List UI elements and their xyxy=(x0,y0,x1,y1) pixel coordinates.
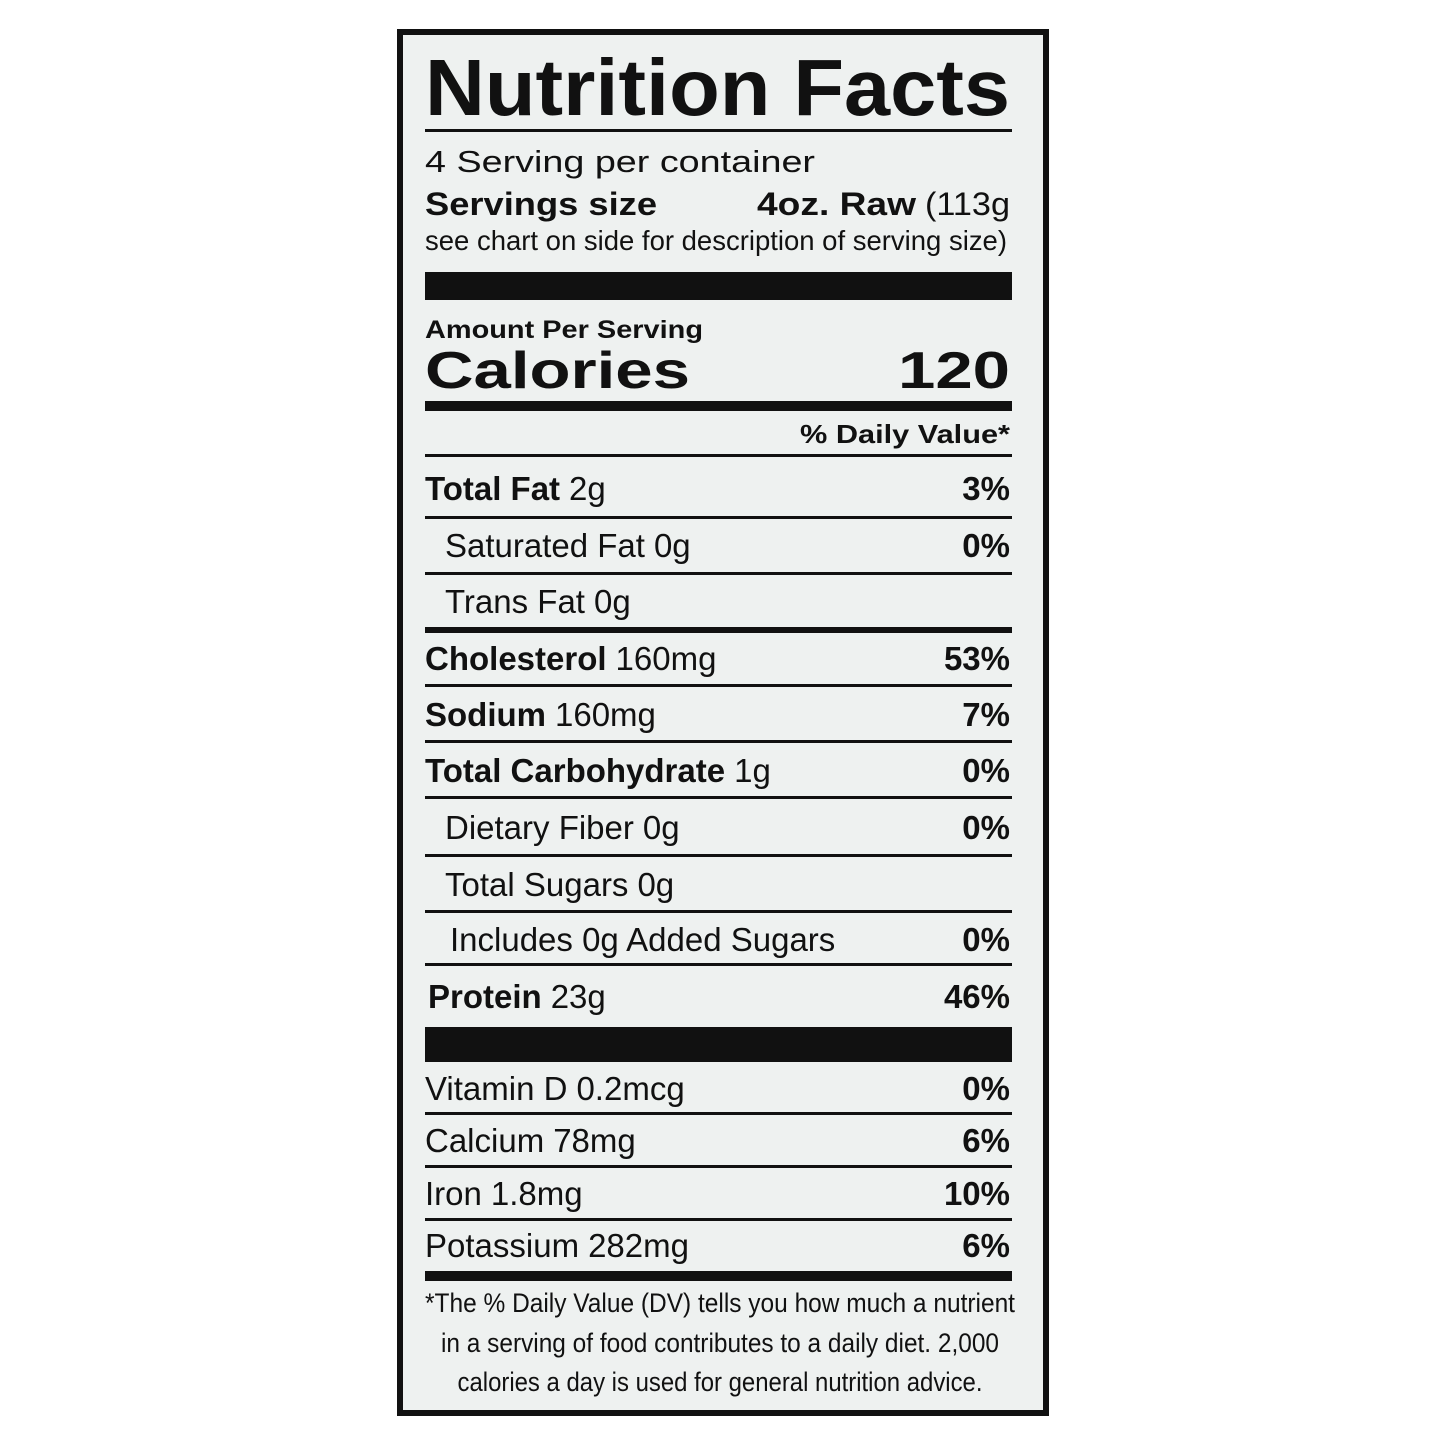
rule xyxy=(425,1165,1012,1168)
footnote-line: in a serving of food contributes to a da… xyxy=(441,1328,999,1358)
nutrient-name: Sodium xyxy=(425,696,546,733)
title: Nutrition Facts xyxy=(425,43,1010,132)
daily-value: 0% xyxy=(962,809,1010,846)
nutrient-row: Calcium 78mg xyxy=(425,1122,636,1159)
nutrient-row: Cholesterol 160mg xyxy=(425,640,716,677)
rule xyxy=(425,627,1012,633)
nutrient-amount: 0g xyxy=(594,583,631,620)
nutrient-amount: 1g xyxy=(734,752,771,789)
serving-note: see chart on side for description of ser… xyxy=(425,225,1007,256)
nutrient-row: Sodium 160mg xyxy=(425,696,656,733)
rule xyxy=(425,963,1012,966)
nutrient-name: Iron xyxy=(425,1175,482,1212)
nutrient-rows: Total Fat 2g 3%Saturated Fat 0g 0%Trans Fat 0… xyxy=(425,470,1012,1264)
daily-value: 53% xyxy=(944,640,1010,677)
serving-size-label: Servings size xyxy=(425,186,657,222)
nutrient-name: Total Carbohydrate xyxy=(425,752,725,789)
nutrient-amount: 0g xyxy=(637,866,674,903)
daily-value: 6% xyxy=(962,1122,1010,1159)
servings-per-container: 4 Serving per container xyxy=(425,144,815,179)
daily-value: 0% xyxy=(962,921,1010,958)
rule xyxy=(425,516,1012,519)
nutrient-name: Potassium xyxy=(425,1227,579,1264)
rule xyxy=(425,740,1012,743)
rule xyxy=(425,129,1012,132)
footnote-line: calories a day is used for general nutri… xyxy=(458,1367,983,1397)
daily-value: 7% xyxy=(962,696,1010,733)
thick-bar xyxy=(425,272,1012,300)
nutrient-amount: 1.8mg xyxy=(491,1175,583,1212)
nutrient-row: Dietary Fiber 0g xyxy=(445,809,680,846)
thick-bar xyxy=(425,1027,1012,1062)
thick-rule xyxy=(425,1271,1012,1281)
nutrient-row: Potassium 282mg xyxy=(425,1227,689,1264)
serving-size-grams: (113g xyxy=(925,186,1010,222)
rule xyxy=(425,1112,1012,1115)
nutrient-row: Vitamin D 0.2mcg xyxy=(425,1070,685,1107)
nutrient-row: Trans Fat 0g xyxy=(445,583,631,620)
rule xyxy=(425,572,1012,575)
nutrient-row: Saturated Fat 0g xyxy=(445,527,691,564)
nutrient-amount: 78mg xyxy=(553,1122,636,1159)
nutrient-amount: 0g xyxy=(643,809,680,846)
daily-value: 0% xyxy=(962,1070,1010,1107)
nutrient-name: Protein xyxy=(428,978,542,1015)
nutrient-row: Protein 23g xyxy=(428,978,606,1015)
rule xyxy=(425,684,1012,687)
daily-value: 46% xyxy=(944,978,1010,1015)
nutrient-amount: 160mg xyxy=(616,640,717,677)
footnote-line: *The % Daily Value (DV) tells you how mu… xyxy=(425,1288,1015,1318)
serving-size-value: 4oz. Raw xyxy=(757,186,916,222)
nutrient-name: Cholesterol xyxy=(425,640,607,677)
rule xyxy=(425,854,1012,857)
nutrient-amount: 2g xyxy=(569,470,606,507)
nutrient-name: Calcium xyxy=(425,1122,544,1159)
nutrient-row: Iron 1.8mg xyxy=(425,1175,583,1212)
daily-value: 3% xyxy=(962,470,1010,507)
nutrient-amount: 23g xyxy=(551,978,606,1015)
daily-value: 0% xyxy=(962,527,1010,564)
nutrient-row: Total Carbohydrate 1g xyxy=(425,752,771,789)
nutrient-name: Saturated Fat xyxy=(445,527,645,564)
nutrient-name: Dietary Fiber xyxy=(445,809,634,846)
nutrient-name: Trans Fat xyxy=(445,583,585,620)
label-panel xyxy=(403,35,1043,1410)
nutrient-row: Includes 0g Added Sugars xyxy=(450,921,835,958)
daily-value: 6% xyxy=(962,1227,1010,1264)
daily-value: 0% xyxy=(962,752,1010,789)
nutrient-row: Total Fat 2g xyxy=(425,470,606,507)
nutrient-amount: 282mg xyxy=(588,1227,689,1264)
rule xyxy=(425,1218,1012,1221)
amount-per-serving: Amount Per Serving xyxy=(425,316,703,344)
rule xyxy=(425,454,1012,457)
nutrient-name: Includes 0g Added Sugars xyxy=(450,921,835,958)
nutrient-name: Vitamin D xyxy=(425,1070,567,1107)
daily-value-header: % Daily Value* xyxy=(800,419,1011,449)
nutrient-amount: 0g xyxy=(654,527,691,564)
rule xyxy=(425,910,1012,913)
nutrient-name: Total Fat xyxy=(425,470,560,507)
nutrient-name: Total Sugars xyxy=(445,866,628,903)
daily-value: 10% xyxy=(944,1175,1010,1212)
nutrient-amount: 0.2mcg xyxy=(576,1070,684,1107)
nutrient-amount: 160mg xyxy=(555,696,656,733)
calories-label: Calories xyxy=(425,342,690,400)
thick-rule xyxy=(425,401,1012,411)
rule xyxy=(425,796,1012,799)
calories-value: 120 xyxy=(898,342,1010,400)
nutrient-row: Total Sugars 0g xyxy=(445,866,674,903)
